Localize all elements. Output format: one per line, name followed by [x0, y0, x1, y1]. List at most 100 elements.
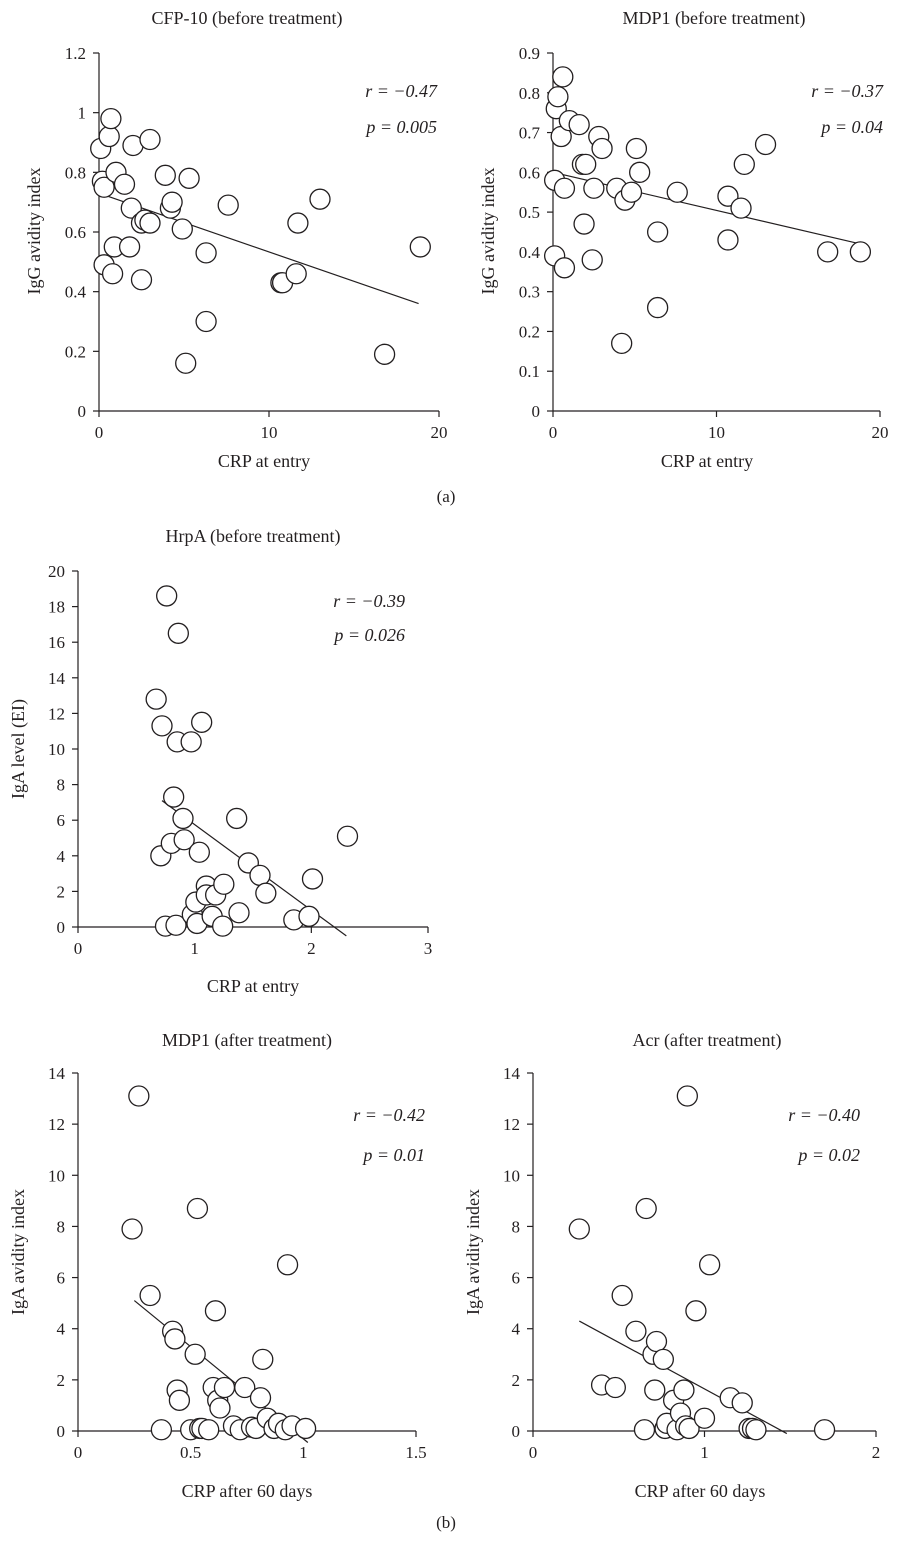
- data-point: [409, 236, 431, 258]
- x-tick-label: 10: [708, 423, 725, 442]
- x-tick-label: 1.5: [405, 1443, 426, 1462]
- data-point: [625, 137, 648, 160]
- y-tick-label: 8: [57, 1217, 66, 1236]
- data-point: [195, 310, 217, 333]
- y-tick-label: 0.4: [519, 243, 541, 262]
- data-point: [817, 241, 839, 263]
- data-point: [575, 153, 597, 176]
- y-axis-label: IgA level (EI): [8, 699, 29, 799]
- data-point: [611, 1284, 633, 1307]
- data-point: [161, 191, 183, 213]
- x-tick-label: 1: [700, 1443, 709, 1462]
- panel-label-b: (b): [436, 1513, 456, 1532]
- data-point: [285, 263, 307, 285]
- correlation-r-label: r = −0.40: [788, 1105, 860, 1125]
- data-point: [568, 1218, 590, 1240]
- y-tick-label: 0.8: [519, 84, 540, 103]
- y-tick-label: 1: [78, 104, 87, 123]
- p-value-label: p = 0.026: [332, 625, 405, 645]
- x-tick-label: 0: [74, 1443, 83, 1462]
- data-point: [249, 864, 271, 887]
- data-point: [178, 167, 200, 189]
- y-tick-label: 0.6: [65, 223, 86, 242]
- chart-4: MDP1 (after treatment) 0 2 4 6 8 10 12 14 0 0.5 1 1.…: [8, 1030, 427, 1501]
- data-point: [180, 731, 202, 753]
- y-tick-label: 0.2: [65, 342, 86, 361]
- data-point: [191, 711, 213, 733]
- data-point: [151, 715, 173, 737]
- x-tick-label: 0: [529, 1443, 538, 1462]
- data-point: [625, 1320, 647, 1342]
- y-tick-label: 0.1: [519, 362, 540, 381]
- y-tick-label: 0.6: [519, 163, 540, 182]
- y-tick-label: 14: [503, 1064, 521, 1083]
- y-tick-label: 0.3: [519, 283, 540, 302]
- x-tick-label: 1: [299, 1443, 308, 1462]
- y-tick-label: 0.5: [519, 203, 540, 222]
- x-tick-label: 0: [74, 939, 83, 958]
- data-point: [730, 197, 752, 219]
- data-point: [198, 1419, 220, 1441]
- p-value-label: p = 0.005: [364, 117, 437, 137]
- y-tick-label: 0.7: [519, 124, 541, 143]
- y-tick-label: 8: [512, 1217, 521, 1236]
- x-tick-label: 2: [307, 939, 316, 958]
- data-point: [128, 1085, 150, 1107]
- data-point: [553, 257, 576, 279]
- data-point: [673, 1379, 695, 1401]
- y-tick-label: 12: [48, 1115, 65, 1134]
- chart-title: HrpA (before treatment): [166, 526, 341, 547]
- y-tick-label: 1.2: [65, 44, 86, 63]
- y-tick-label: 4: [512, 1320, 521, 1339]
- data-point: [154, 164, 176, 186]
- data-point: [226, 807, 248, 830]
- data-point: [100, 107, 122, 130]
- data-point: [676, 1085, 698, 1107]
- data-point: [98, 125, 120, 148]
- y-axis-label: IgG avidity index: [478, 168, 498, 295]
- data-point: [204, 1300, 227, 1322]
- data-point: [849, 241, 872, 263]
- data-point: [195, 242, 217, 264]
- data-point: [165, 914, 187, 936]
- data-point: [168, 1389, 191, 1411]
- x-tick-label: 20: [872, 423, 889, 442]
- data-point: [678, 1417, 700, 1440]
- data-point: [620, 181, 643, 203]
- x-axis-label: CRP at entry: [218, 451, 310, 471]
- data-point: [139, 128, 161, 151]
- y-tick-label: 0: [512, 1422, 521, 1441]
- data-point: [145, 688, 167, 710]
- x-tick-label: 0: [95, 423, 104, 442]
- chart-2: MDP1 (before treatment) 0 0.1 0.2 0.3 0.4 0.5 0…: [478, 8, 889, 471]
- x-axis-label: CRP after 60 days: [635, 1481, 766, 1501]
- data-point: [336, 825, 359, 847]
- data-point: [568, 113, 590, 136]
- x-tick-label: 20: [431, 423, 448, 442]
- data-point: [373, 343, 396, 365]
- y-tick-label: 2: [57, 1371, 66, 1390]
- chart-title: CFP-10 (before treatment): [152, 8, 343, 29]
- data-point: [172, 807, 194, 830]
- data-point: [121, 1218, 143, 1240]
- chart-3: HrpA (before treatment)02468101214161820…: [8, 526, 432, 996]
- data-point: [294, 1417, 317, 1440]
- data-point: [298, 905, 320, 927]
- data-point: [186, 1197, 209, 1220]
- chart-1: CFP-10 (before treatment) 0 0.2 0.4 0.6 0.8 1 1…: [24, 8, 448, 471]
- p-value-label: p = 0.02: [796, 1145, 860, 1165]
- data-point: [635, 1197, 657, 1220]
- data-point: [209, 1397, 231, 1419]
- regression-line: [579, 1320, 788, 1435]
- x-tick-label: 1: [190, 939, 199, 958]
- data-point: [547, 86, 569, 108]
- chart-title: MDP1 (before treatment): [623, 8, 806, 29]
- data-point: [754, 133, 777, 156]
- data-point: [167, 622, 189, 644]
- data-point: [234, 1376, 256, 1399]
- data-point: [604, 1376, 626, 1399]
- y-tick-label: 18: [48, 598, 65, 617]
- y-tick-label: 12: [503, 1115, 520, 1134]
- data-point: [184, 1343, 206, 1365]
